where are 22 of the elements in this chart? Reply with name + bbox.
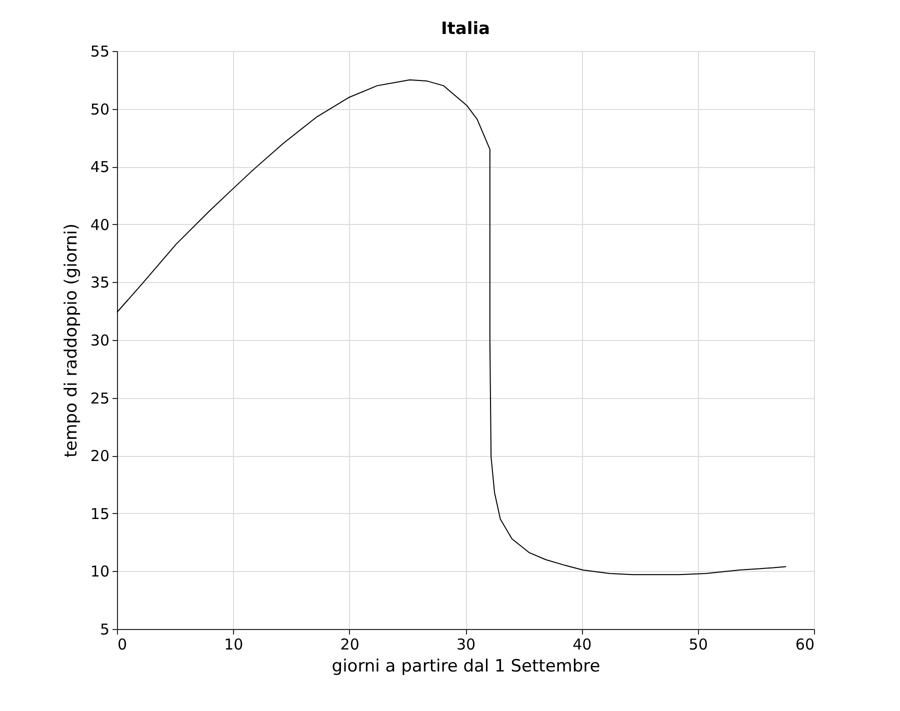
line-series xyxy=(116,79,787,576)
y-tick-label: 25 xyxy=(90,389,110,408)
x-tick-label: 20 xyxy=(340,636,360,654)
chart-title: Italia xyxy=(440,19,490,39)
x-tick-label: 10 xyxy=(224,636,244,654)
x-tick-label: 0 xyxy=(118,636,128,654)
x-tick-label: 30 xyxy=(456,636,476,654)
y-tick-label: 55 xyxy=(90,42,110,60)
y-tick-label: 40 xyxy=(90,216,110,234)
y-tick-label: 45 xyxy=(90,158,110,176)
y-tick-label: 30 xyxy=(90,332,110,350)
y-tick-label: 15 xyxy=(90,504,110,523)
x-tick-label: 50 xyxy=(688,636,708,654)
y-tick-label: 35 xyxy=(90,274,110,292)
y-tick-label: 50 xyxy=(90,100,110,118)
y-tick-label: 5 xyxy=(100,620,110,638)
y-tick-label: 10 xyxy=(90,562,110,581)
y-axis-title: tempo di raddoppio (giorni) xyxy=(61,223,82,458)
x-tick-label: 40 xyxy=(572,636,592,654)
y-tick-label: 20 xyxy=(90,447,110,466)
x-tick-label: 60 xyxy=(795,636,814,654)
x-axis-title: giorni a partire dal 1 Settembre xyxy=(332,656,600,676)
